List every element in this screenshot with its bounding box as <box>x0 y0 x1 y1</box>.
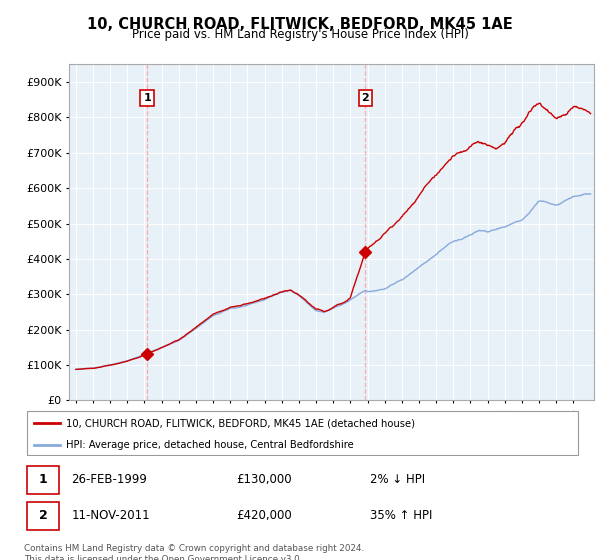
Text: Contains HM Land Registry data © Crown copyright and database right 2024.
This d: Contains HM Land Registry data © Crown c… <box>24 544 364 560</box>
Text: 10, CHURCH ROAD, FLITWICK, BEDFORD, MK45 1AE (detached house): 10, CHURCH ROAD, FLITWICK, BEDFORD, MK45… <box>66 418 415 428</box>
Text: 1: 1 <box>143 93 151 103</box>
FancyBboxPatch shape <box>27 466 59 493</box>
Text: 1: 1 <box>38 473 47 486</box>
Text: 11-NOV-2011: 11-NOV-2011 <box>71 510 150 522</box>
Text: £420,000: £420,000 <box>236 510 292 522</box>
Text: Price paid vs. HM Land Registry's House Price Index (HPI): Price paid vs. HM Land Registry's House … <box>131 28 469 41</box>
Text: 2: 2 <box>38 510 47 522</box>
Text: 26-FEB-1999: 26-FEB-1999 <box>71 473 148 486</box>
Text: 2: 2 <box>361 93 369 103</box>
Text: 10, CHURCH ROAD, FLITWICK, BEDFORD, MK45 1AE: 10, CHURCH ROAD, FLITWICK, BEDFORD, MK45… <box>87 17 513 32</box>
FancyBboxPatch shape <box>27 502 59 530</box>
Text: 2% ↓ HPI: 2% ↓ HPI <box>370 473 425 486</box>
FancyBboxPatch shape <box>27 412 578 455</box>
Text: 35% ↑ HPI: 35% ↑ HPI <box>370 510 433 522</box>
Text: HPI: Average price, detached house, Central Bedfordshire: HPI: Average price, detached house, Cent… <box>66 440 353 450</box>
Text: £130,000: £130,000 <box>236 473 292 486</box>
